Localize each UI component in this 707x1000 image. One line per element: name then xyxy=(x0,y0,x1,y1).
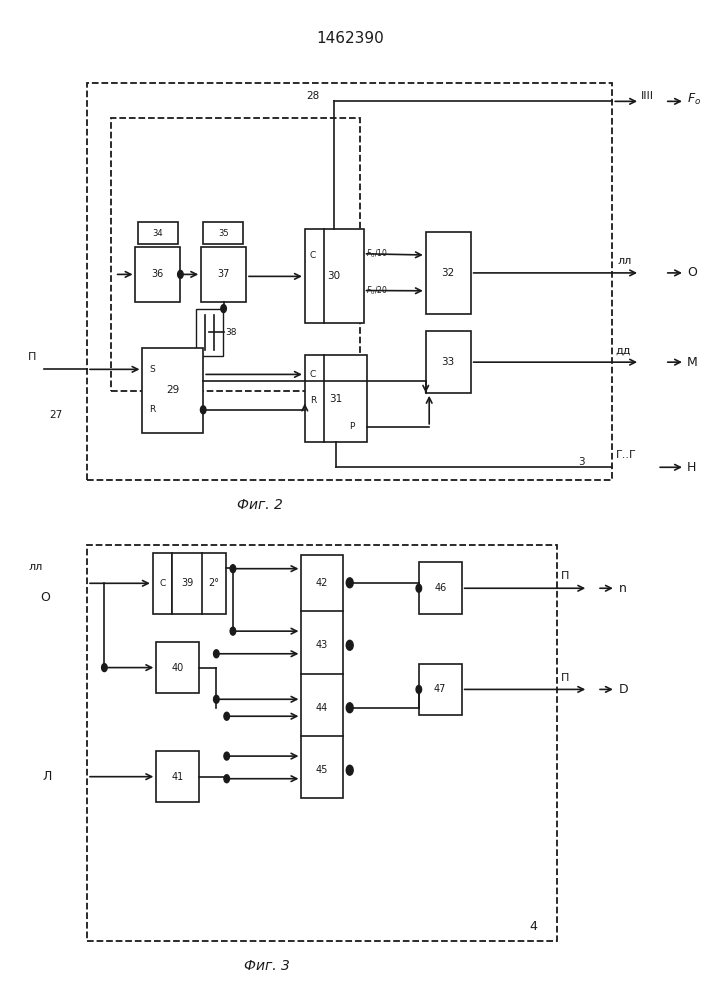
Circle shape xyxy=(214,695,219,703)
Text: 43: 43 xyxy=(316,640,328,650)
Text: Фиг. 2: Фиг. 2 xyxy=(237,498,283,512)
Text: 41: 41 xyxy=(172,772,184,782)
Bar xyxy=(201,247,246,302)
Text: Фиг. 3: Фиг. 3 xyxy=(244,959,290,973)
Bar xyxy=(426,331,471,393)
Bar xyxy=(153,553,172,614)
Text: 30: 30 xyxy=(327,271,341,281)
Bar xyxy=(305,355,367,442)
Circle shape xyxy=(230,565,235,573)
Bar xyxy=(142,348,203,433)
Text: 37: 37 xyxy=(218,269,230,279)
Text: 46: 46 xyxy=(434,583,446,593)
Text: O: O xyxy=(687,266,697,279)
Bar xyxy=(156,751,199,802)
Text: 29: 29 xyxy=(166,385,180,395)
Text: 38: 38 xyxy=(226,328,237,337)
Text: 47: 47 xyxy=(434,684,446,694)
Text: 1462390: 1462390 xyxy=(316,31,384,46)
Text: 2°: 2° xyxy=(208,578,219,588)
Bar xyxy=(87,545,557,941)
Text: IIII: IIII xyxy=(641,91,655,101)
Circle shape xyxy=(416,584,421,592)
Bar xyxy=(87,83,612,480)
Bar xyxy=(197,309,223,356)
Text: H: H xyxy=(687,461,696,474)
Circle shape xyxy=(346,640,354,650)
Text: 27: 27 xyxy=(49,410,62,420)
Text: П: П xyxy=(561,673,569,683)
Circle shape xyxy=(346,765,354,775)
Text: R: R xyxy=(149,405,156,414)
Text: C: C xyxy=(310,251,316,260)
Text: 45: 45 xyxy=(316,765,328,775)
Circle shape xyxy=(416,685,421,693)
Text: 40: 40 xyxy=(172,663,184,673)
Text: 42: 42 xyxy=(316,578,328,588)
Bar xyxy=(136,247,180,302)
Circle shape xyxy=(221,305,226,313)
Text: S: S xyxy=(149,365,155,374)
Text: Л: Л xyxy=(42,770,52,783)
Text: P: P xyxy=(349,422,355,431)
Bar xyxy=(426,232,471,314)
Bar xyxy=(301,555,343,798)
Text: 28: 28 xyxy=(306,91,320,101)
Bar xyxy=(305,229,363,323)
Text: 4: 4 xyxy=(530,920,537,933)
Text: Г..Г: Г..Г xyxy=(616,450,636,460)
Text: 32: 32 xyxy=(442,268,455,278)
Bar xyxy=(419,562,462,614)
Circle shape xyxy=(177,270,183,278)
Text: D: D xyxy=(619,683,629,696)
Circle shape xyxy=(346,703,354,713)
Text: 39: 39 xyxy=(181,578,194,588)
Bar xyxy=(111,118,360,391)
Text: $F_0$/20: $F_0$/20 xyxy=(366,284,387,297)
Bar xyxy=(138,222,177,244)
Circle shape xyxy=(214,650,219,658)
Circle shape xyxy=(224,752,230,760)
Text: O: O xyxy=(40,591,50,604)
Text: лл: лл xyxy=(618,256,632,266)
Text: C: C xyxy=(159,579,165,588)
Text: 34: 34 xyxy=(152,229,163,238)
Text: 44: 44 xyxy=(316,703,328,713)
Text: 33: 33 xyxy=(442,357,455,367)
Text: 36: 36 xyxy=(152,269,164,279)
Text: П: П xyxy=(28,352,37,362)
Bar xyxy=(172,553,226,614)
Text: n: n xyxy=(619,582,627,595)
Circle shape xyxy=(102,664,107,672)
Circle shape xyxy=(346,578,354,588)
Text: П: П xyxy=(561,571,569,581)
Bar xyxy=(203,222,243,244)
Circle shape xyxy=(224,775,230,783)
Text: $F_o$: $F_o$ xyxy=(687,92,701,107)
Circle shape xyxy=(230,627,235,635)
Circle shape xyxy=(201,406,206,414)
Text: дд: дд xyxy=(616,345,631,355)
Text: C: C xyxy=(310,370,316,379)
Text: лл: лл xyxy=(28,562,42,572)
Circle shape xyxy=(224,712,230,720)
Bar xyxy=(156,642,199,693)
Text: 31: 31 xyxy=(329,394,342,404)
Text: M: M xyxy=(687,356,698,369)
Text: 3: 3 xyxy=(578,457,585,467)
Text: $F_0$/10: $F_0$/10 xyxy=(366,248,387,260)
Text: 35: 35 xyxy=(218,229,228,238)
Text: R: R xyxy=(310,396,316,405)
Bar xyxy=(419,664,462,715)
